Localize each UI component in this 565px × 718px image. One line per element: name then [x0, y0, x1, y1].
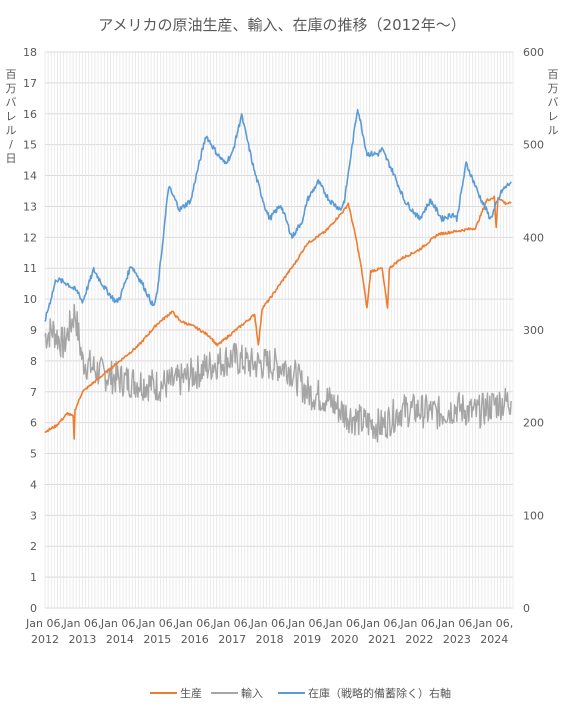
- x-tick-label-line1: Jan 06,: [474, 617, 513, 630]
- y-tick-left-label: 5: [30, 448, 37, 461]
- series-lines: [44, 108, 512, 443]
- x-tick-label-line1: Jan 06,: [100, 617, 139, 630]
- x-tick-label-line1: Jan 06,: [62, 617, 101, 630]
- y-axis-label-right: 百万バレル: [548, 68, 559, 137]
- y-tick-left-label: 13: [23, 200, 37, 213]
- x-tick-label-line1: Jan 06,: [250, 617, 289, 630]
- series-line-2: [44, 108, 512, 322]
- x-tick-label-line1: Jan 06,: [325, 617, 364, 630]
- legend-label-0: 生産: [180, 686, 202, 700]
- y-tick-left-label: 14: [23, 170, 37, 183]
- x-tick-label-line2: 2013: [68, 633, 96, 646]
- y-tick-left-label: 17: [23, 77, 37, 90]
- x-tick-label-line2: 2019: [293, 633, 321, 646]
- x-tick-label-line1: Jan 06,: [399, 617, 438, 630]
- y-tick-left-label: 6: [30, 417, 37, 430]
- y-tick-left-label: 3: [30, 509, 37, 522]
- y-tick-right-label: 0: [523, 602, 530, 615]
- y-tick-left-label: 1: [30, 571, 37, 584]
- x-tick-label-line2: 2018: [256, 633, 284, 646]
- chart-title: アメリカの原油生産、輸入、在庫の推移（2012年～）: [98, 16, 465, 34]
- y-tick-left-label: 16: [23, 108, 37, 121]
- legend-label-1: 輸入: [241, 686, 263, 700]
- y-tick-left-label: 15: [23, 139, 37, 152]
- y-axis-right-ticks: 0 100 200 300 400 500 600: [523, 46, 544, 615]
- y-tick-left-label: 11: [23, 262, 37, 275]
- x-tick-label-line2: 2016: [181, 633, 209, 646]
- y-tick-left-label: 10: [23, 293, 37, 306]
- x-tick-label-line1: Jan 06,: [362, 617, 401, 630]
- x-tick-label-line2: 2020: [331, 633, 359, 646]
- y-tick-right-label: 500: [523, 139, 544, 152]
- x-tick-label-line1: Jan 06,: [25, 617, 64, 630]
- x-tick-label-line2: 2012: [31, 633, 59, 646]
- x-tick-label-line2: 2017: [218, 633, 246, 646]
- x-tick-label-line1: Jan 06,: [175, 617, 214, 630]
- x-tick-label-line1: Jan 06,: [287, 617, 326, 630]
- legend-label-2: 在庫（戦略的備蓄除く）右軸: [308, 686, 451, 700]
- y-tick-right-label: 600: [523, 46, 544, 59]
- y-tick-left-label: 7: [30, 386, 37, 399]
- x-tick-label-line1: Jan 06,: [137, 617, 176, 630]
- x-tick-label-line2: 2015: [143, 633, 171, 646]
- x-tick-label-line2: 2024: [480, 633, 508, 646]
- x-tick-label-line2: 2014: [106, 633, 134, 646]
- y-tick-right-label: 200: [523, 417, 544, 430]
- x-tick-label-line2: 2022: [405, 633, 433, 646]
- y-tick-left-label: 12: [23, 231, 37, 244]
- x-tick-label-line1: Jan 06,: [437, 617, 476, 630]
- y-tick-left-label: 18: [23, 46, 37, 59]
- y-tick-left-label: 9: [30, 324, 37, 337]
- series-line-1: [44, 303, 512, 443]
- y-tick-left-label: 4: [30, 478, 37, 491]
- x-tick-label-line2: 2021: [368, 633, 396, 646]
- x-tick-label-line1: Jan 06,: [212, 617, 251, 630]
- y-tick-left-label: 8: [30, 355, 37, 368]
- y-tick-right-label: 100: [523, 509, 544, 522]
- x-tick-label-line2: 2023: [443, 633, 471, 646]
- series-line-0: [44, 195, 512, 440]
- ylabel-left-text: 百万バレル/日: [6, 68, 17, 165]
- y-tick-left-label: 2: [30, 540, 37, 553]
- legend: 生産 輸入 在庫（戦略的備蓄除く）右軸: [150, 686, 451, 700]
- ylabel-right-text: 百万バレル: [548, 68, 559, 137]
- y-tick-right-label: 400: [523, 231, 544, 244]
- y-tick-right-label: 300: [523, 324, 544, 337]
- y-tick-left-label: 0: [30, 602, 37, 615]
- y-axis-label-left: 百万バレル/日: [6, 68, 17, 165]
- vertical-gridlines: [44, 52, 514, 608]
